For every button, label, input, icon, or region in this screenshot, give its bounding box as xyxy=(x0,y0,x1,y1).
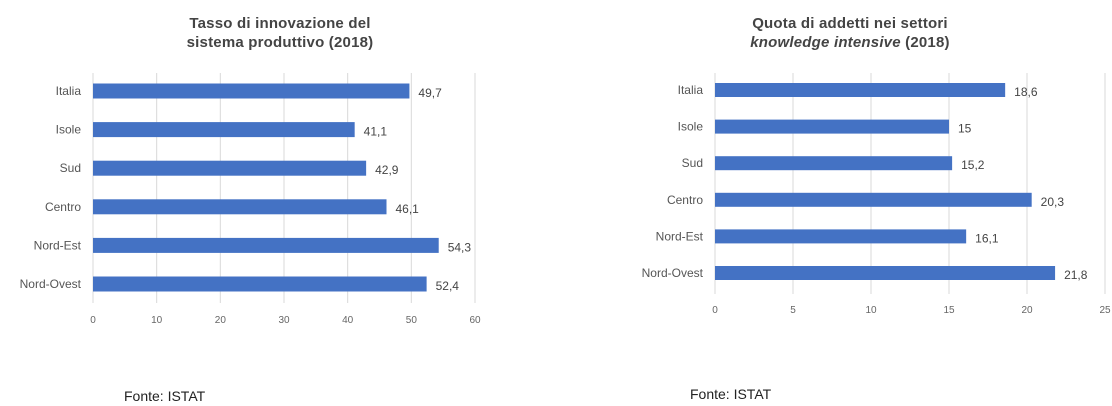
category-label: Nord-Ovest xyxy=(20,277,82,291)
chart-title: Quota di addetti nei settori knowledge i… xyxy=(610,14,1090,52)
category-label: Centro xyxy=(667,193,703,207)
source-note: Fonte: ISTAT xyxy=(124,388,206,404)
category-label: Isole xyxy=(56,123,82,137)
x-tick-label: 60 xyxy=(469,315,481,326)
chart-title-italic: knowledge intensive xyxy=(750,34,901,51)
chart-title-line2: knowledge intensive (2018) xyxy=(610,33,1090,52)
category-label: Nord-Est xyxy=(34,238,82,252)
category-label: Nord-Est xyxy=(656,229,704,243)
data-label: 42,9 xyxy=(375,163,399,177)
category-label: Italia xyxy=(56,84,82,98)
x-tick-label: 5 xyxy=(790,305,796,316)
bar xyxy=(93,199,387,215)
bar xyxy=(93,237,439,253)
data-label: 54,3 xyxy=(448,240,472,254)
x-tick-label: 50 xyxy=(406,315,418,326)
data-label: 52,4 xyxy=(436,279,460,293)
chart-title-line2: sistema produttivo (2018) xyxy=(186,34,374,51)
bar xyxy=(715,229,967,244)
x-tick-label: 30 xyxy=(278,315,290,326)
x-tick-label: 0 xyxy=(712,305,718,316)
chart-title-year: (2018) xyxy=(900,34,950,51)
category-label: Centro xyxy=(45,200,81,214)
bar xyxy=(715,266,1056,280)
bar xyxy=(715,156,953,171)
data-label: 41,1 xyxy=(364,125,388,139)
category-label: Italia xyxy=(678,83,704,97)
bar-chart-innovazione: 0 10 20 30 40 50 60 Italia 49,7 Isole 41,1 Sud 42,9 C… xyxy=(20,73,481,326)
data-label: 15 xyxy=(958,122,972,136)
bar xyxy=(715,192,1032,207)
category-label: Sud xyxy=(682,156,703,170)
bar-chart-knowledge-intensive: 0 5 10 15 20 25 Italia 18,6 Isole 15 Sud 15,2 Centro… xyxy=(642,73,1111,316)
chart-title-line1: Tasso di innovazione del xyxy=(189,15,371,32)
data-label: 49,7 xyxy=(418,86,442,100)
chart-panel-innovazione: Tasso di innovazione del sistema produtt… xyxy=(0,0,540,406)
x-tick-label: 20 xyxy=(1021,305,1033,316)
category-label: Isole xyxy=(678,120,704,134)
x-tick-label: 10 xyxy=(151,315,163,326)
data-label: 20,3 xyxy=(1041,195,1065,209)
chart-title-line1: Quota di addetti nei settori xyxy=(752,15,948,32)
bar xyxy=(93,276,427,292)
x-tick-label: 10 xyxy=(865,305,877,316)
data-label: 15,2 xyxy=(961,158,985,172)
bar xyxy=(93,122,355,138)
bar xyxy=(93,83,410,99)
bar xyxy=(93,160,367,176)
x-tick-label: 20 xyxy=(215,315,227,326)
bar xyxy=(715,119,949,134)
x-tick-label: 0 xyxy=(90,315,96,326)
x-tick-label: 15 xyxy=(943,305,955,316)
category-label: Sud xyxy=(60,161,81,175)
data-label: 46,1 xyxy=(396,202,420,216)
chart-panel-knowledge-intensive: Quota di addetti nei settori knowledge i… xyxy=(560,0,1112,406)
data-label: 21,8 xyxy=(1064,268,1088,282)
data-label: 16,1 xyxy=(975,231,999,245)
x-tick-label: 25 xyxy=(1099,305,1111,316)
data-label: 18,6 xyxy=(1014,85,1038,99)
bar xyxy=(715,83,1006,97)
source-note: Fonte: ISTAT xyxy=(690,386,772,402)
chart-title: Tasso di innovazione del sistema produtt… xyxy=(90,14,470,52)
category-label: Nord-Ovest xyxy=(642,266,704,280)
x-tick-label: 40 xyxy=(342,315,354,326)
